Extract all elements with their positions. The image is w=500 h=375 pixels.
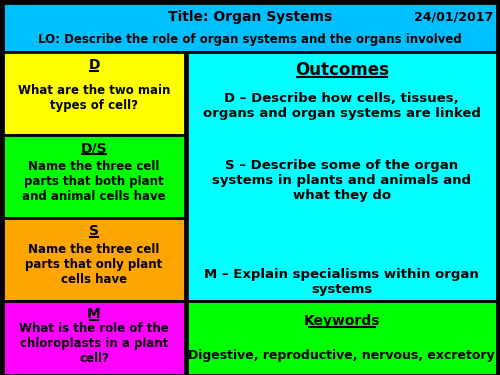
FancyBboxPatch shape <box>3 135 185 218</box>
Text: D/S: D/S <box>80 141 108 155</box>
FancyBboxPatch shape <box>3 301 185 375</box>
Text: M – Explain specialisms within organ
systems: M – Explain specialisms within organ sys… <box>204 268 479 296</box>
Text: Keywords: Keywords <box>304 314 380 328</box>
Text: Title: Organ Systems: Title: Organ Systems <box>168 10 332 24</box>
Text: S – Describe some of the organ
systems in plants and animals and
what they do: S – Describe some of the organ systems i… <box>212 159 471 202</box>
Text: Outcomes: Outcomes <box>295 61 389 79</box>
Text: D: D <box>88 58 100 72</box>
FancyBboxPatch shape <box>186 52 497 301</box>
FancyBboxPatch shape <box>3 218 185 301</box>
Text: D – Describe how cells, tissues,
organs and organ systems are linked: D – Describe how cells, tissues, organs … <box>203 92 480 120</box>
Text: 24/01/2017: 24/01/2017 <box>414 10 493 24</box>
FancyBboxPatch shape <box>186 301 497 375</box>
Text: M: M <box>87 307 101 321</box>
Text: What are the two main
types of cell?: What are the two main types of cell? <box>18 84 170 112</box>
Text: Name the three cell
parts that both plant
and animal cells have: Name the three cell parts that both plan… <box>22 160 166 203</box>
Text: Name the three cell
parts that only plant
cells have: Name the three cell parts that only plan… <box>26 243 162 286</box>
Text: LO: Describe the role of organ systems and the organs involved: LO: Describe the role of organ systems a… <box>38 33 462 46</box>
Text: What is the role of the
chloroplasts in a plant
cell?: What is the role of the chloroplasts in … <box>19 321 169 364</box>
FancyBboxPatch shape <box>3 3 497 52</box>
Text: Digestive, reproductive, nervous, excretory: Digestive, reproductive, nervous, excret… <box>188 348 495 361</box>
FancyBboxPatch shape <box>3 52 185 135</box>
Text: S: S <box>89 224 99 238</box>
